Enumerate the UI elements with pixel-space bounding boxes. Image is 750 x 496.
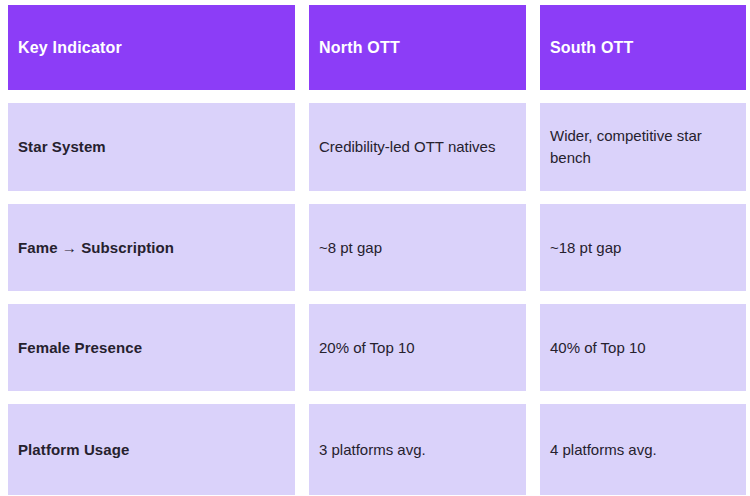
row-label-female-presence: Female Presence — [8, 304, 295, 391]
cell-south-star-system-text: Wider, competitive star bench — [550, 125, 735, 169]
cell-north-fame-subscription: ~8 pt gap — [309, 204, 526, 291]
cell-north-star-system-text: Credibility-led OTT natives — [319, 136, 495, 158]
header-key-indicator: Key Indicator — [8, 5, 295, 90]
cell-north-star-system: Credibility-led OTT natives — [309, 103, 526, 191]
row-label-fame-subscription-text: Fame → Subscription — [18, 237, 174, 259]
cell-south-platform-usage-text: 4 platforms avg. — [550, 439, 657, 461]
cell-north-female-presence: 20% of Top 10 — [309, 304, 526, 391]
cell-north-female-presence-text: 20% of Top 10 — [319, 337, 415, 359]
row-label-female-presence-text: Female Presence — [18, 337, 142, 359]
row-label-fame-subscription: Fame → Subscription — [8, 204, 295, 291]
header-key-indicator-label: Key Indicator — [18, 39, 122, 57]
cell-south-star-system: Wider, competitive star bench — [540, 103, 746, 191]
cell-north-platform-usage: 3 platforms avg. — [309, 404, 526, 495]
cell-north-platform-usage-text: 3 platforms avg. — [319, 439, 426, 461]
cell-south-female-presence-text: 40% of Top 10 — [550, 337, 646, 359]
cell-south-fame-subscription: ~18 pt gap — [540, 204, 746, 291]
row-label-platform-usage: Platform Usage — [8, 404, 295, 495]
header-north-ott: North OTT — [309, 5, 526, 90]
row-label-star-system-text: Star System — [18, 136, 106, 158]
cell-south-fame-subscription-text: ~18 pt gap — [550, 237, 621, 259]
cell-south-female-presence: 40% of Top 10 — [540, 304, 746, 391]
row-label-star-system: Star System — [8, 103, 295, 191]
cell-north-fame-subscription-text: ~8 pt gap — [319, 237, 382, 259]
row-label-platform-usage-text: Platform Usage — [18, 439, 129, 461]
header-south-ott-label: South OTT — [550, 39, 634, 57]
header-south-ott: South OTT — [540, 5, 746, 90]
header-north-ott-label: North OTT — [319, 39, 400, 57]
cell-south-platform-usage: 4 platforms avg. — [540, 404, 746, 495]
comparison-table: Key Indicator North OTT South OTT Star S… — [8, 5, 745, 495]
